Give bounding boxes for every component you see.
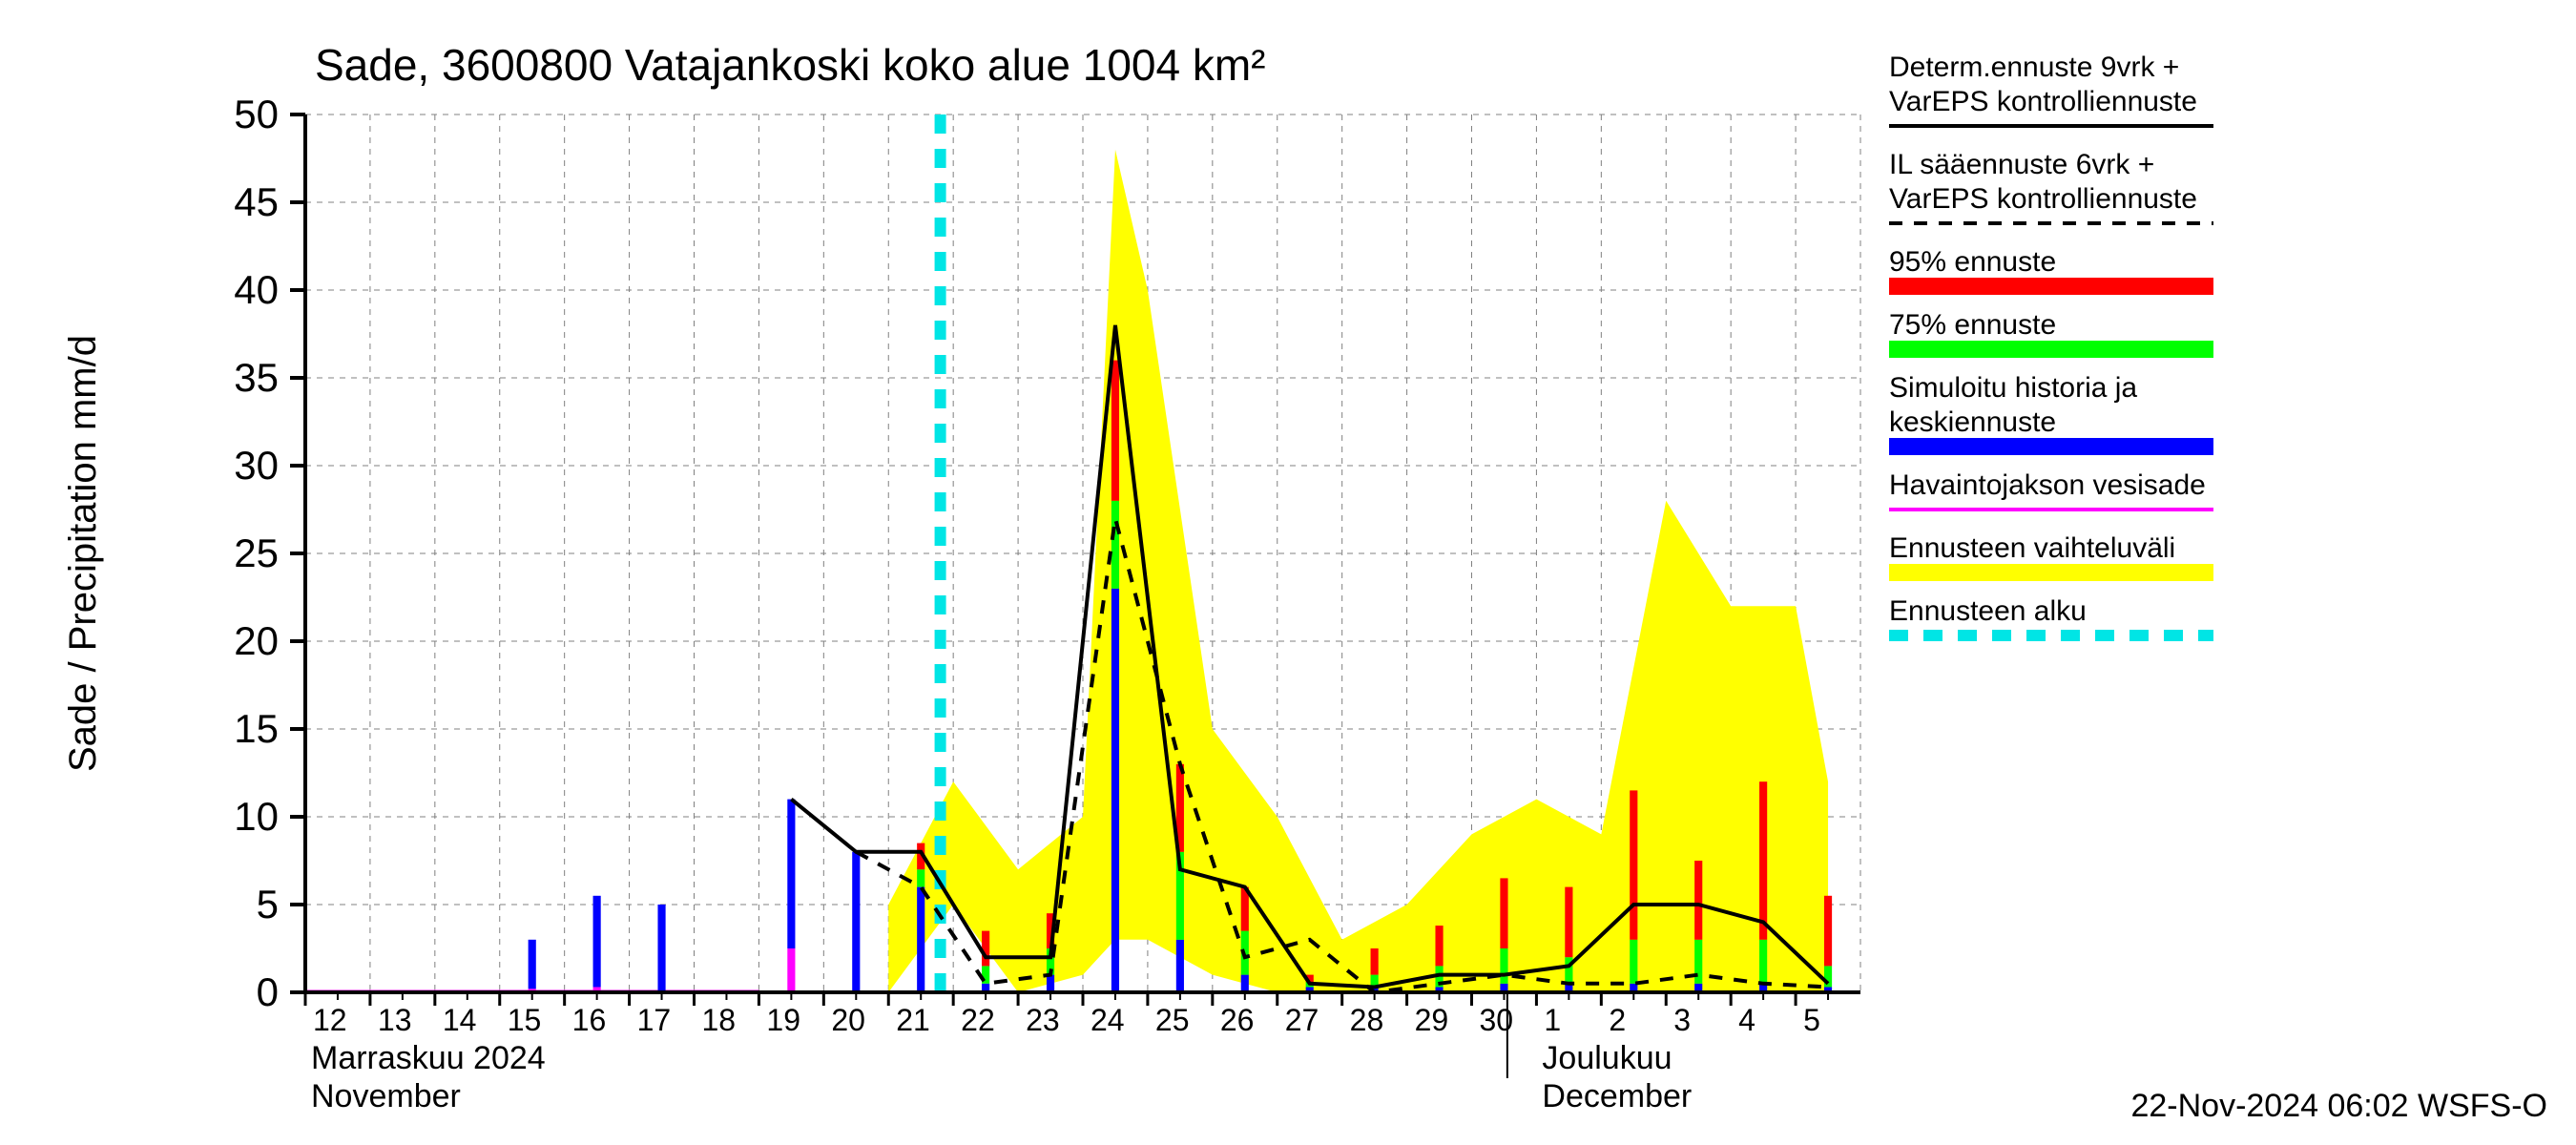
bar-segment <box>1630 940 1637 984</box>
bar-segment <box>917 869 924 886</box>
y-tick-label: 25 <box>234 531 279 575</box>
bar-segment <box>1630 790 1637 939</box>
legend-label: Ennusteen vaihteluväli <box>1889 532 2175 564</box>
y-tick-label: 50 <box>234 92 279 136</box>
month-label: Marraskuu 2024 <box>311 1040 546 1076</box>
bar-segment <box>852 852 860 992</box>
bar-segment <box>1500 948 1507 984</box>
x-tick-label: 22 <box>961 1003 995 1037</box>
chart-title: Sade, 3600800 Vatajankoski koko alue 100… <box>315 40 1265 90</box>
x-tick-label: 3 <box>1673 1003 1691 1037</box>
bar-segment <box>1824 966 1832 987</box>
timestamp: 22-Nov-2024 06:02 WSFS-O <box>2130 1088 2547 1124</box>
bar-segment <box>1500 878 1507 948</box>
bar-segment <box>1824 896 1832 967</box>
bar-segment <box>1435 926 1443 966</box>
bar-segment <box>1176 940 1184 992</box>
bar-segment <box>1565 887 1572 958</box>
precipitation-chart: 0510152025303540455012131415161718192021… <box>0 0 2576 1145</box>
bar-segment <box>787 800 795 948</box>
chart-container: 0510152025303540455012131415161718192021… <box>0 0 2576 1145</box>
bar-segment <box>1111 501 1119 589</box>
x-tick-label: 18 <box>702 1003 737 1037</box>
x-tick-label: 21 <box>896 1003 930 1037</box>
legend-label: keskiennuste <box>1889 406 2056 438</box>
x-tick-label: 19 <box>766 1003 800 1037</box>
legend-label: Simuloitu historia ja <box>1889 372 2137 404</box>
y-tick-label: 35 <box>234 355 279 400</box>
legend-label: IL sääennuste 6vrk + <box>1889 149 2154 180</box>
legend-label: Havaintojakson vesisade <box>1889 469 2206 501</box>
bar-segment <box>1111 361 1119 501</box>
x-tick-label: 25 <box>1155 1003 1190 1037</box>
x-tick-label: 1 <box>1544 1003 1561 1037</box>
x-tick-label: 12 <box>313 1003 347 1037</box>
y-tick-label: 40 <box>234 267 279 312</box>
legend-label: VarEPS kontrolliennuste <box>1889 183 2197 215</box>
y-tick-label: 15 <box>234 706 279 751</box>
x-tick-label: 5 <box>1803 1003 1820 1037</box>
x-tick-label: 17 <box>637 1003 672 1037</box>
legend-label: Ennusteen alku <box>1889 595 2087 627</box>
x-tick-label: 23 <box>1026 1003 1060 1037</box>
month-label: Joulukuu <box>1542 1040 1672 1076</box>
month-label: November <box>311 1078 461 1114</box>
legend-label: 95% ennuste <box>1889 246 2056 278</box>
x-tick-label: 4 <box>1738 1003 1755 1037</box>
x-tick-label: 16 <box>572 1003 607 1037</box>
x-tick-label: 13 <box>378 1003 412 1037</box>
bar-segment <box>917 887 924 992</box>
y-tick-label: 0 <box>257 969 279 1014</box>
bar-segment <box>1694 861 1702 940</box>
x-tick-label: 27 <box>1285 1003 1319 1037</box>
bar-segment <box>1759 781 1767 940</box>
bar-segment <box>529 940 536 989</box>
y-tick-label: 30 <box>234 443 279 488</box>
bar-segment <box>1047 975 1054 992</box>
y-tick-label: 20 <box>234 618 279 663</box>
month-label: December <box>1542 1078 1692 1114</box>
legend-label: Determ.ennuste 9vrk + <box>1889 52 2179 83</box>
bar-segment <box>593 896 601 988</box>
y-tick-label: 45 <box>234 179 279 224</box>
y-tick-label: 5 <box>257 882 279 926</box>
y-axis-title: Sade / Precipitation mm/d <box>62 335 104 772</box>
bar-segment <box>657 905 665 992</box>
bar-segment <box>787 948 795 992</box>
x-tick-label: 20 <box>831 1003 865 1037</box>
bar-segment <box>1759 940 1767 984</box>
bar-segment <box>982 931 989 967</box>
bar-segment <box>1371 948 1379 975</box>
x-tick-label: 14 <box>443 1003 477 1037</box>
x-tick-label: 24 <box>1091 1003 1125 1037</box>
bar-segment <box>1241 975 1249 992</box>
x-tick-label: 2 <box>1609 1003 1626 1037</box>
y-tick-label: 10 <box>234 794 279 839</box>
legend-label: 75% ennuste <box>1889 309 2056 341</box>
bar-segment <box>1111 589 1119 992</box>
x-tick-label: 28 <box>1350 1003 1384 1037</box>
x-tick-label: 26 <box>1220 1003 1255 1037</box>
x-tick-label: 15 <box>508 1003 542 1037</box>
x-tick-label: 29 <box>1415 1003 1449 1037</box>
legend-label: VarEPS kontrolliennuste <box>1889 86 2197 117</box>
